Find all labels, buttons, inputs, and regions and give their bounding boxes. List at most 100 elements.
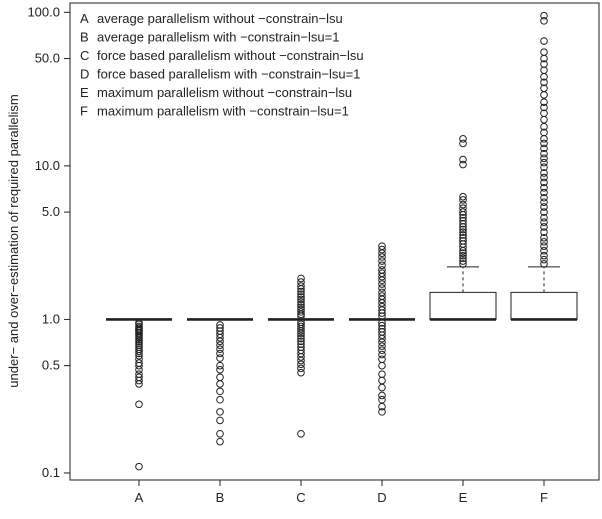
legend-key: D <box>80 67 89 82</box>
outlier-point <box>216 395 224 404</box>
legend-key: E <box>80 85 89 100</box>
outlier-point <box>459 208 467 216</box>
outlier-point <box>540 11 548 20</box>
outlier-point <box>378 338 386 347</box>
y-tick-label: 0.1 <box>42 465 60 480</box>
outlier-point <box>135 365 143 374</box>
outlier-point <box>216 337 224 346</box>
outlier-point <box>540 255 548 264</box>
outlier-point <box>135 462 143 471</box>
outlier-point <box>378 402 386 411</box>
outlier-point <box>378 334 386 343</box>
box <box>429 291 497 320</box>
outlier-point <box>297 353 305 361</box>
outlier-point <box>459 139 467 148</box>
outlier-point <box>378 280 386 288</box>
outlier-point <box>540 193 548 202</box>
outlier-point <box>297 340 305 348</box>
outlier-point <box>216 361 224 370</box>
outlier-point <box>216 345 224 353</box>
legend-entry: average parallelism without −constrain−l… <box>97 11 343 26</box>
outlier-point <box>459 243 467 252</box>
outlier-point <box>216 365 224 374</box>
outlier-point <box>459 260 467 268</box>
outlier-point <box>540 218 548 226</box>
outlier-point <box>540 139 548 148</box>
outlier-point <box>378 261 386 270</box>
outlier-point <box>540 203 548 211</box>
outlier-point <box>378 350 386 359</box>
outlier-point <box>459 231 467 239</box>
y-tick-label: 10.0 <box>35 158 60 173</box>
y-tick-label: 1.0 <box>42 311 60 326</box>
outlier-point <box>540 73 548 81</box>
outlier-point <box>459 225 467 234</box>
outlier-point <box>540 115 548 124</box>
outlier-point <box>540 48 548 56</box>
outlier-point <box>540 154 548 163</box>
outlier-point <box>135 351 143 360</box>
legend-key: F <box>80 104 88 119</box>
legend-entry: maximum parallelism without −constrain−l… <box>97 85 352 100</box>
outlier-point <box>297 327 305 335</box>
outlier-point <box>540 188 548 197</box>
box <box>510 291 578 320</box>
outlier-point <box>297 337 305 346</box>
outlier-point <box>378 295 386 304</box>
outlier-point <box>216 333 224 342</box>
x-tick-label: F <box>540 490 548 505</box>
outlier-point <box>540 173 548 182</box>
outlier-point <box>297 285 305 293</box>
x-tick-label: D <box>377 490 386 505</box>
box-group-f <box>510 11 578 321</box>
outlier-point <box>540 60 548 68</box>
outlier-point <box>378 370 386 378</box>
y-tick-label: 0.5 <box>42 358 60 373</box>
outlier-point <box>378 257 386 265</box>
outlier-point <box>378 272 386 281</box>
outlier-point <box>216 380 224 388</box>
outlier-point <box>297 282 305 290</box>
outlier-point <box>216 416 224 425</box>
outlier-point <box>540 242 548 250</box>
outlier-point <box>297 334 305 343</box>
y-tick-label: 50.0 <box>35 51 60 66</box>
legend-entry: force based parallelism with −constrain−… <box>97 67 360 82</box>
legend-entry: force based parallelism without −constra… <box>97 48 364 63</box>
outlier-point <box>459 155 467 164</box>
outlier-point <box>540 178 548 187</box>
outlier-point <box>540 163 548 172</box>
outlier-point <box>459 223 467 231</box>
outlier-point <box>540 238 548 246</box>
legend-entry: average parallelism with −constrain−lsu=… <box>97 30 339 45</box>
outlier-point <box>216 354 224 362</box>
outlier-point <box>378 346 386 355</box>
outlier-point <box>459 254 467 263</box>
outlier-point <box>459 192 467 201</box>
outlier-point <box>378 342 386 350</box>
outlier-point <box>378 309 386 317</box>
outlier-point <box>297 300 305 309</box>
y-tick-label: 5.0 <box>42 204 60 219</box>
outlier-point <box>297 295 305 304</box>
outlier-point <box>540 183 548 192</box>
outlier-point <box>378 355 386 364</box>
legend-key: B <box>80 30 89 45</box>
outlier-point <box>459 211 467 219</box>
outlier-point <box>378 395 386 404</box>
outlier-point <box>297 293 305 301</box>
outlier-point <box>297 429 305 438</box>
outlier-point <box>540 198 548 206</box>
outlier-point <box>540 158 548 167</box>
outlier-point <box>297 360 305 369</box>
outlier-point <box>297 368 305 377</box>
plot-frame <box>69 2 600 481</box>
outlier-point <box>459 251 467 260</box>
outlier-point <box>216 321 224 329</box>
outlier-point <box>540 91 548 99</box>
outlier-point <box>378 383 386 392</box>
outlier-point <box>216 429 224 438</box>
outlier-point <box>378 361 386 370</box>
